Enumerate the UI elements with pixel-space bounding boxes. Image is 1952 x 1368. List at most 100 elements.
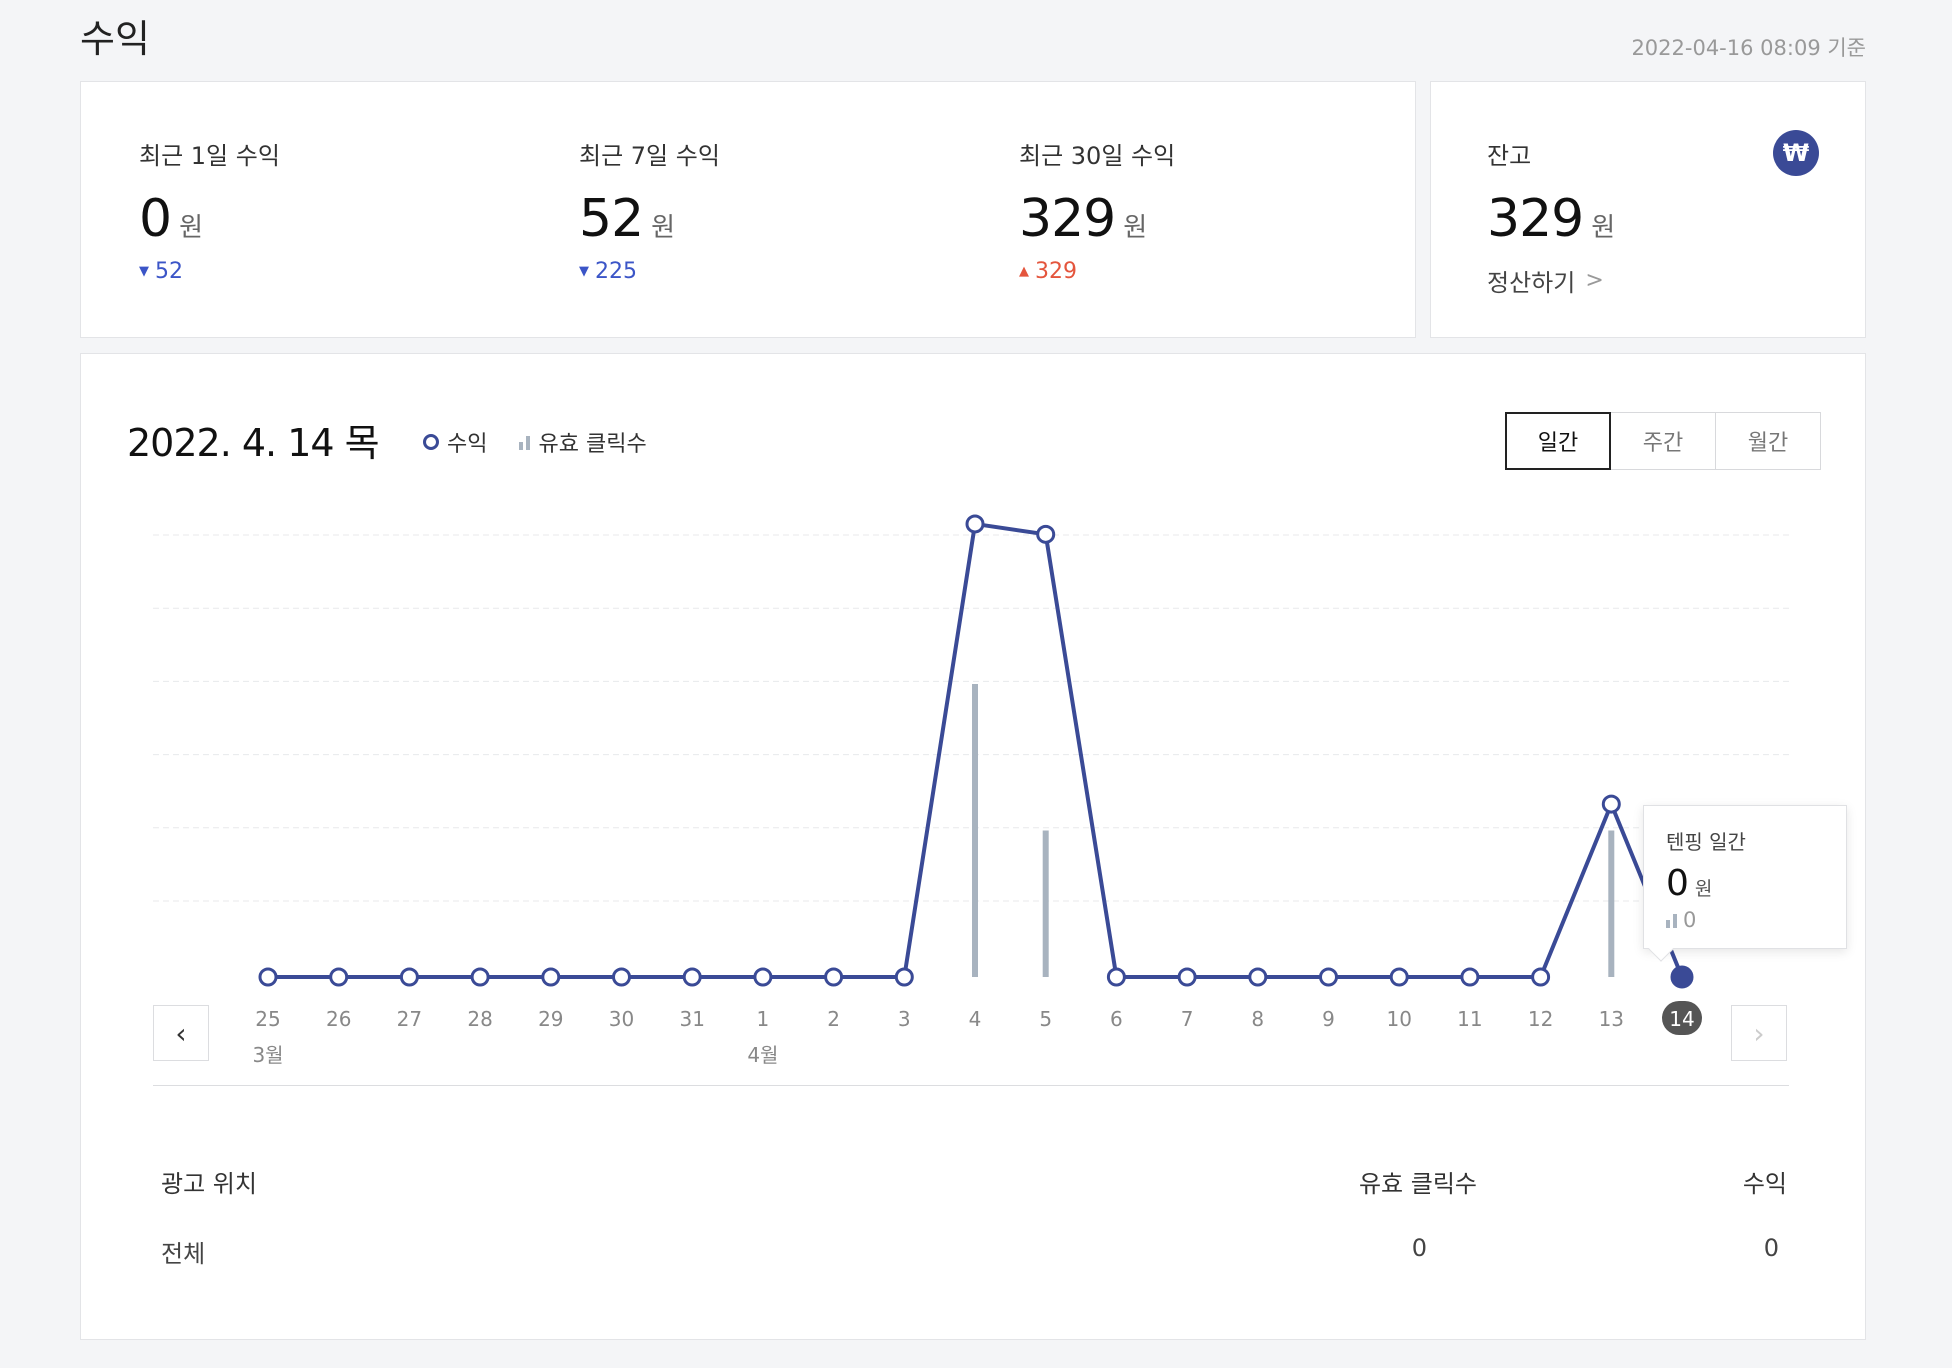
selected-day-badge (1662, 1001, 1702, 1035)
revenue-point (1389, 967, 1409, 987)
revenue-point (1106, 967, 1126, 987)
revenue-point (1531, 967, 1551, 987)
chart-card: 2022. 4. 14 목 수익 유효 클릭수 일간 주간 월간 25 26 27 2… (80, 353, 1866, 1340)
balance-label: 잔고 (1487, 142, 1532, 170)
stat-delta-value: 329 (1035, 259, 1077, 284)
revenue-point (612, 967, 631, 987)
tooltip-value: 0 (1666, 863, 1689, 904)
chart-tooltip: 텐핑 일간 0 원 0 (1643, 805, 1847, 962)
cell-revenue: 0 (1763, 1234, 1779, 1262)
header-place: 광고 위치 (161, 1170, 257, 1198)
revenue-point (399, 967, 419, 987)
tooltip-clicks-value: 0 (1683, 908, 1697, 932)
x-tick-label: 26 (326, 1007, 351, 1031)
revenue-point (1319, 967, 1338, 987)
chevron-left-icon: ‹ (175, 1016, 187, 1050)
legend-revenue: 수익 (423, 426, 487, 458)
stat-value: 329 (1019, 189, 1116, 249)
revenue-point (965, 514, 985, 534)
bar-chart-icon (519, 434, 531, 450)
x-tick-label: 9 (1322, 1007, 1335, 1031)
timestamp: 2022-04-16 08:09 기준 (1631, 36, 1866, 60)
x-tick-label: 30 (609, 1007, 634, 1031)
won-icon: ₩ (1773, 130, 1819, 176)
stat-value: 52 (579, 189, 644, 249)
stat-unit: 원 (651, 213, 676, 243)
revenue-point (1601, 794, 1621, 814)
settle-link[interactable]: 정산하기 > (1487, 263, 1615, 298)
legend-revenue-label: 수익 (447, 432, 488, 457)
click-bar (1608, 830, 1615, 977)
tab-monthly[interactable]: 월간 (1715, 412, 1821, 470)
stat-unit: 원 (179, 213, 204, 243)
triangle-down-icon: ▼ (579, 264, 589, 279)
click-bar (1042, 830, 1049, 977)
x-tick-label: 28 (467, 1007, 492, 1031)
summary-card: 최근 1일 수익 0 원 ▼ 52 최근 7일 수익 52 원 ▼ 225 최근… (80, 81, 1416, 338)
revenue-point (824, 967, 844, 987)
chart-next-button[interactable]: › (1731, 1005, 1787, 1061)
x-tick-label: 11 (1457, 1007, 1482, 1031)
x-tick-label: 10 (1386, 1007, 1411, 1031)
x-tick-label: 27 (397, 1007, 422, 1031)
settle-label: 정산하기 (1487, 269, 1576, 297)
tooltip-title: 텐핑 일간 (1666, 830, 1746, 854)
cell-clicks: 0 (1411, 1234, 1427, 1262)
revenue-point (1036, 524, 1056, 544)
revenue-point (1248, 967, 1268, 987)
chevron-right-icon: › (1753, 1016, 1765, 1050)
click-bar (972, 684, 978, 977)
stat-delta-value: 225 (595, 259, 637, 284)
stat-delta-value: 52 (155, 259, 183, 284)
x-tick-label: 7 (1181, 1007, 1194, 1031)
x-tick-label: 31 (679, 1007, 704, 1031)
x-tick-label: 1 (757, 1007, 770, 1031)
triangle-down-icon: ▼ (139, 264, 149, 279)
tab-daily[interactable]: 일간 (1505, 412, 1611, 470)
revenue-point (894, 967, 914, 987)
stat-7day: 최근 7일 수익 52 원 ▼ 225 (579, 136, 720, 284)
header-revenue: 수익 (1742, 1170, 1787, 1198)
chevron-right-icon: > (1585, 268, 1604, 293)
cell-place: 전체 (161, 1240, 206, 1268)
x-tick-label: 2 (827, 1007, 840, 1031)
balance-card: ₩ 잔고 329 원 정산하기 > (1430, 81, 1866, 338)
x-tick-label: 13 (1599, 1007, 1624, 1031)
table-divider (153, 1085, 1789, 1086)
revenue-point (753, 967, 773, 987)
balance-unit: 원 (1591, 213, 1616, 243)
x-tick-label: 25 (255, 1007, 280, 1031)
x-tick-label: 3 (898, 1007, 911, 1031)
triangle-up-icon: ▲ (1019, 264, 1029, 279)
x-tick-label: 29 (538, 1007, 563, 1031)
period-tabs: 일간 주간 월간 (1505, 412, 1821, 470)
month-label: 4월 (747, 1043, 778, 1067)
x-tick-label: 12 (1528, 1007, 1553, 1031)
bar-chart-icon (1666, 912, 1677, 928)
stat-delta: ▼ 225 (579, 259, 720, 284)
stat-label: 최근 30일 수익 (1019, 142, 1176, 170)
stat-label: 최근 7일 수익 (579, 142, 720, 170)
revenue-point (682, 967, 702, 987)
balance-value: 329 (1487, 189, 1584, 249)
stat-value: 0 (139, 189, 172, 249)
chart-prev-button[interactable]: ‹ (153, 1005, 209, 1061)
legend: 수익 유효 클릭수 (423, 426, 647, 458)
tooltip-clicks: 0 (1666, 908, 1824, 932)
circle-icon (423, 434, 439, 450)
stat-1day: 최근 1일 수익 0 원 ▼ 52 (139, 136, 280, 284)
x-tick-label: 8 (1251, 1007, 1264, 1031)
balance-stat: 잔고 329 원 정산하기 > (1487, 136, 1615, 298)
month-label: 3월 (252, 1043, 283, 1067)
stat-unit: 원 (1123, 213, 1148, 243)
revenue-point (470, 967, 490, 987)
revenue-point (541, 967, 561, 987)
page-title: 수익 (80, 17, 150, 61)
revenue-point (329, 967, 349, 987)
stat-delta: ▲ 329 (1019, 259, 1175, 284)
x-tick-label: 4 (969, 1007, 982, 1031)
stat-30day: 최근 30일 수익 329 원 ▲ 329 (1019, 136, 1175, 284)
revenue-point (1177, 967, 1197, 987)
revenue-point (1460, 967, 1480, 987)
